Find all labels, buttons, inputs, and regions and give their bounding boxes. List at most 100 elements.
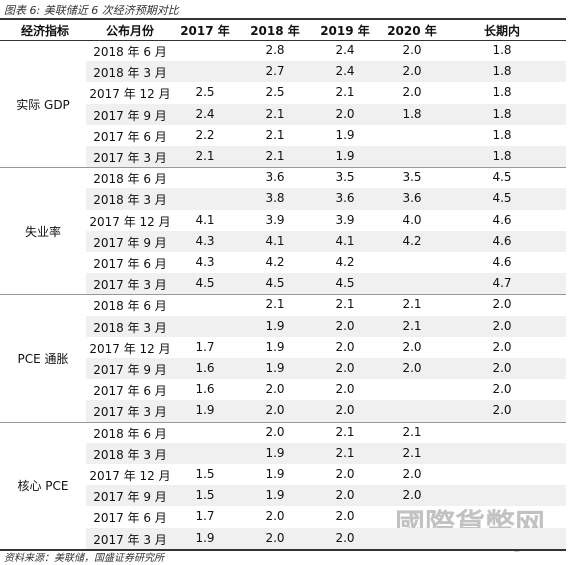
table-cell: 2.0 xyxy=(492,297,512,312)
table-cell: 2017 年 12 月 xyxy=(89,469,171,483)
table-cell: 2018 年 3 月 xyxy=(93,447,167,462)
row-stripe xyxy=(86,527,566,549)
table-cell: 2017 年 6 月 xyxy=(93,384,167,399)
table-cell: 2017 年 12 月 xyxy=(89,341,171,356)
table-cell: 1.9 xyxy=(265,339,285,354)
group-label: 失业率 xyxy=(24,224,61,239)
row-stripe xyxy=(86,442,566,464)
table-cell: 4.7 xyxy=(492,276,512,291)
row-stripe xyxy=(86,61,566,83)
table-cell: 2018 年 6 月 xyxy=(93,299,167,314)
table-cell: 2.0 xyxy=(402,361,422,375)
table-cell: 2.1 xyxy=(265,297,285,312)
table-cell: 2017 年 6 月 xyxy=(93,257,167,271)
table-cell: 2018 年 6 月 xyxy=(93,45,167,59)
table-cell: 1.9 xyxy=(265,318,285,333)
header-border xyxy=(0,40,566,41)
header-cell: 公布月份 xyxy=(105,24,154,38)
table-cell: 2.4 xyxy=(335,43,355,57)
table-cell: 4.5 xyxy=(492,191,512,206)
table-cell: 2017 年 6 月 xyxy=(93,511,167,526)
table-cell: 1.8 xyxy=(492,64,512,79)
table-cell: 2.0 xyxy=(335,488,355,503)
table-cell: 2.1 xyxy=(402,424,422,439)
table-cell: 2.1 xyxy=(195,149,215,163)
table-cell: 2018 年 3 月 xyxy=(93,193,167,208)
table-cell: 4.5 xyxy=(265,276,285,291)
table-cell: 2.1 xyxy=(265,106,285,121)
table-cell: 1.9 xyxy=(265,467,285,481)
table-cell: 3.8 xyxy=(265,191,285,206)
table-cell: 2018 年 6 月 xyxy=(93,426,167,441)
table-cell: 4.6 xyxy=(492,255,512,269)
group-border xyxy=(0,548,566,551)
row-stripe xyxy=(86,485,566,507)
row-stripe xyxy=(86,146,566,168)
table-cell: 2.1 xyxy=(335,445,355,460)
table-cell: 3.5 xyxy=(335,170,355,185)
table-cell: 2017 年 9 月 xyxy=(93,363,167,377)
table-cell: 2.0 xyxy=(335,509,355,524)
table-cell: 2.1 xyxy=(335,85,355,100)
table-cell: 2.0 xyxy=(492,382,512,397)
table-cell: 1.5 xyxy=(195,488,215,503)
table-cell: 4.5 xyxy=(335,276,355,291)
table-cell: 4.1 xyxy=(265,233,285,248)
table-cell: 2.0 xyxy=(265,509,285,524)
row-stripe xyxy=(86,358,566,380)
table-cell: 2.0 xyxy=(402,339,422,354)
table-cell: 1.9 xyxy=(265,361,285,375)
table-cell: 3.6 xyxy=(402,191,422,206)
table-cell: 2.0 xyxy=(335,382,355,397)
table-cell: 1.9 xyxy=(195,403,215,418)
table-cell: 2.1 xyxy=(402,297,422,312)
table-cell: 2017 年 3 月 xyxy=(93,278,167,293)
table-cell: 2.0 xyxy=(335,361,355,375)
table-cell: 2.0 xyxy=(402,467,422,481)
table-cell: 2.0 xyxy=(265,382,285,397)
group-border xyxy=(0,294,566,296)
table-cell: 4.6 xyxy=(492,212,512,227)
table-cell: 4.1 xyxy=(195,212,215,227)
table-cell: 2.0 xyxy=(402,43,422,57)
table-cell: 2.1 xyxy=(402,318,422,333)
table-cell: 3.6 xyxy=(265,170,285,185)
table-cell: 2018 年 3 月 xyxy=(93,66,167,81)
table-cell: 1.8 xyxy=(492,106,512,121)
table-cell: 2.0 xyxy=(402,488,422,503)
table-cell: 2017 年 3 月 xyxy=(93,151,167,165)
table-cell: 2.0 xyxy=(335,106,355,121)
table-cell: 4.2 xyxy=(265,255,285,269)
row-stripe xyxy=(86,400,566,422)
table-cell: 2.2 xyxy=(195,127,215,142)
table-cell: 4.6 xyxy=(492,233,512,248)
table-cell: 1.8 xyxy=(492,85,512,100)
table-cell: 2.0 xyxy=(335,339,355,354)
table-cell: 1.9 xyxy=(195,530,215,545)
header-cell: 经济指标 xyxy=(20,24,69,38)
table-cell: 2.0 xyxy=(265,403,285,418)
table-cell: 2.5 xyxy=(265,85,285,100)
table-cell: 1.6 xyxy=(195,382,215,397)
row-stripe xyxy=(86,273,566,295)
table-cell: 1.9 xyxy=(265,445,285,460)
table-cell: 1.6 xyxy=(195,361,215,375)
source-note: 资料来源：美联储，国盛证券研究所 xyxy=(4,553,164,564)
table-cell: 2.0 xyxy=(335,318,355,333)
table-cell: 1.9 xyxy=(265,488,285,503)
table-cell: 2017 年 12 月 xyxy=(89,214,171,229)
table-cell: 1.7 xyxy=(195,339,215,354)
table-cell: 2017 年 3 月 xyxy=(93,532,167,547)
table-cell: 4.3 xyxy=(195,255,215,269)
table-cell: 2.0 xyxy=(492,318,512,333)
table-cell: 2.0 xyxy=(492,403,512,418)
table-cell: 2018 年 3 月 xyxy=(93,320,167,335)
table-cell: 2.0 xyxy=(492,361,512,375)
table-cell: 3.9 xyxy=(335,212,355,227)
table-cell: 2.0 xyxy=(402,64,422,79)
table-cell: 4.0 xyxy=(402,212,422,227)
table-cell: 2.4 xyxy=(195,106,215,121)
table-cell: 3.9 xyxy=(265,212,285,227)
group-border xyxy=(0,421,566,423)
